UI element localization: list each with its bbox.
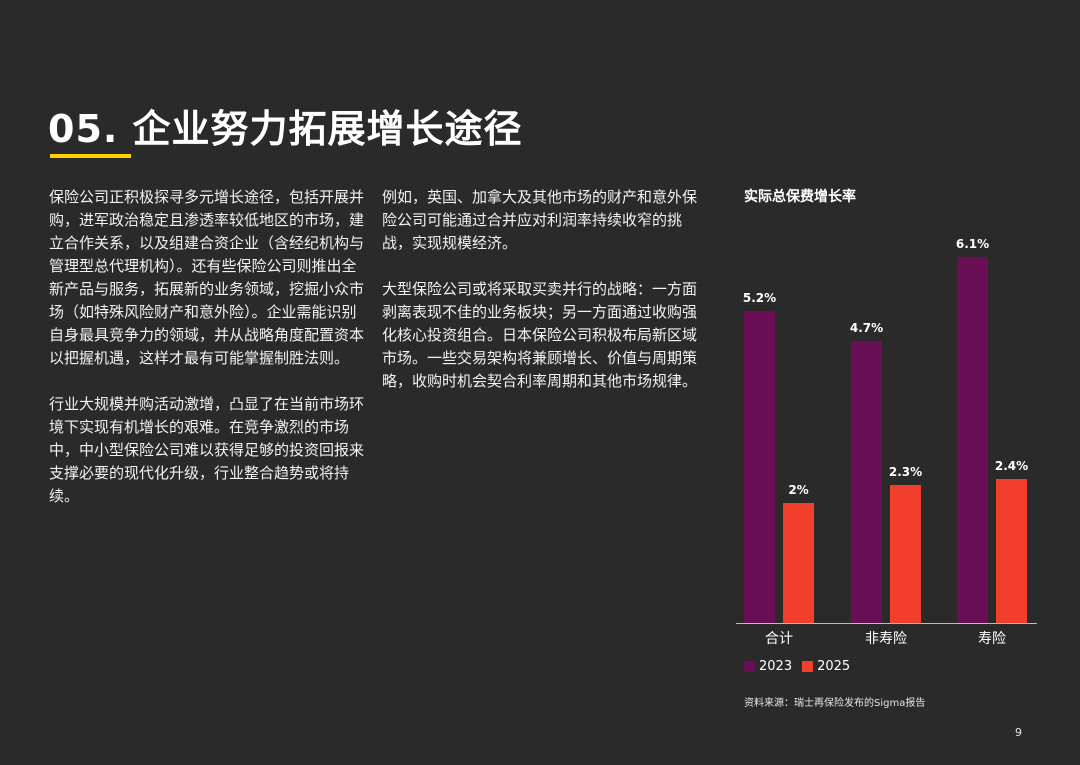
text-column-left: 保险公司正积极探寻多元增长途径，包括开展并购，进军政治稳定且渗透率较低地区的市场… — [49, 186, 365, 531]
paragraph: 行业大规模并购活动激增，凸显了在当前市场环境下实现有机增长的艰难。在竞争激烈的市… — [49, 395, 365, 505]
bar-2023-2 — [957, 257, 988, 623]
bar-2023-1 — [851, 341, 882, 623]
page-number: 9 — [1015, 726, 1022, 739]
legend-item-2025: 2025 — [802, 659, 850, 674]
data-label: 4.7% — [850, 321, 883, 335]
category-label: 合计 — [765, 631, 793, 647]
data-label: 5.2% — [743, 291, 776, 305]
page-title: 05. 企业努力拓展增长途径 — [48, 107, 523, 151]
data-label: 6.1% — [956, 237, 989, 251]
chart-legend: 2023 2025 — [744, 659, 850, 674]
category-label: 非寿险 — [865, 630, 907, 647]
title-underline — [50, 154, 131, 158]
chart-title: 实际总保费增长率 — [744, 189, 856, 205]
bar-2025-1 — [890, 485, 921, 623]
legend-label: 2025 — [817, 659, 851, 674]
legend-swatch — [802, 661, 814, 672]
paragraph: 大型保险公司或将采取买卖并行的战略：一方面剥离表现不佳的业务板块；另一方面通过收… — [382, 280, 698, 390]
legend-item-2023: 2023 — [744, 659, 792, 674]
legend-label: 2023 — [759, 659, 793, 674]
chart-source: 资料来源：瑞士再保险发布的Sigma报告 — [744, 698, 926, 709]
text-column-middle: 例如，英国、加拿大及其他市场的财产和意外保险公司可能通过合并应对利润率持续收窄的… — [382, 186, 698, 416]
paragraph: 保险公司正积极探寻多元增长途径，包括开展并购，进军政治稳定且渗透率较低地区的市场… — [49, 188, 365, 367]
bar-2023-0 — [744, 311, 775, 623]
data-label: 2% — [788, 483, 808, 497]
bar-2025-2 — [996, 479, 1027, 623]
data-label: 2.4% — [995, 459, 1028, 473]
bar-2025-0 — [783, 503, 814, 623]
paragraph: 例如，英国、加拿大及其他市场的财产和意外保险公司可能通过合并应对利润率持续收窄的… — [382, 188, 698, 252]
category-label: 寿险 — [978, 630, 1006, 647]
data-label: 2.3% — [889, 465, 922, 479]
legend-swatch — [744, 661, 755, 672]
